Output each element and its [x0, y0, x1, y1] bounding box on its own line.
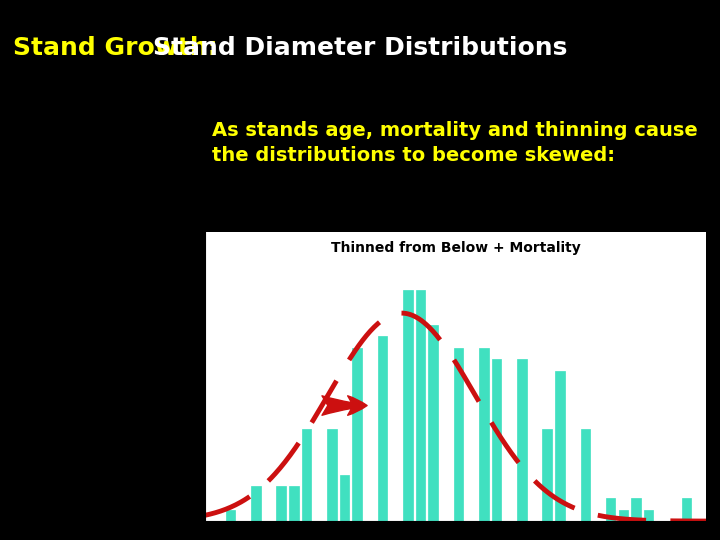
Text: Stand Diameter Distributions: Stand Diameter Distributions — [153, 37, 568, 60]
Bar — [416, 290, 426, 521]
Bar — [340, 475, 349, 521]
Bar — [251, 487, 261, 521]
Bar — [682, 498, 691, 521]
Bar — [276, 487, 286, 521]
Bar — [479, 348, 489, 521]
Bar — [327, 429, 337, 521]
Bar — [606, 498, 616, 521]
Bar — [631, 498, 641, 521]
Bar — [555, 371, 564, 521]
Bar — [618, 510, 628, 521]
Text: Stand Growth:: Stand Growth: — [13, 37, 226, 60]
Bar — [302, 429, 311, 521]
Text: Thinned from Below + Mortality: Thinned from Below + Mortality — [330, 241, 580, 255]
Bar — [644, 510, 653, 521]
Bar — [517, 359, 526, 521]
Bar — [454, 348, 463, 521]
Bar — [353, 348, 362, 521]
Bar — [378, 336, 387, 521]
Text: As stands age, mortality and thinning cause
the distributions to become skewed:: As stands age, mortality and thinning ca… — [212, 121, 698, 165]
Bar — [428, 325, 438, 521]
Bar — [226, 510, 235, 521]
Bar — [542, 429, 552, 521]
Bar — [403, 290, 413, 521]
Bar — [580, 429, 590, 521]
Bar — [289, 487, 299, 521]
Bar — [492, 359, 501, 521]
